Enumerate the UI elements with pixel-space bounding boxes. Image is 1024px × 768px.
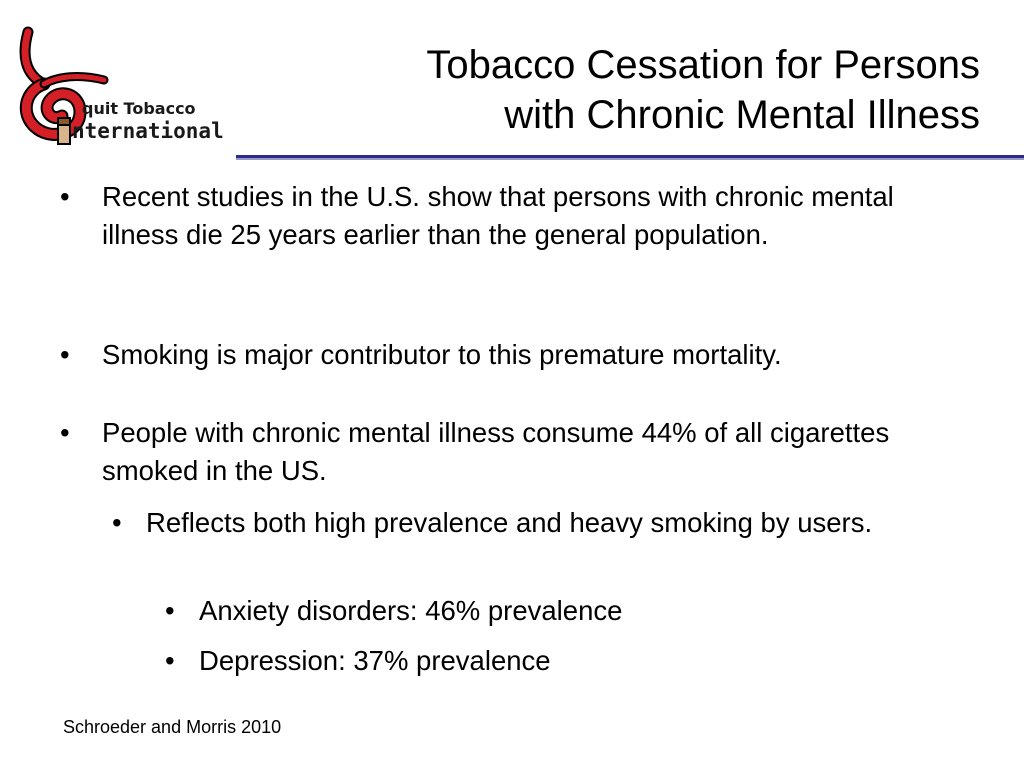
bullet-text: Depression: 37% prevalence [199, 645, 551, 676]
bullet-text: Anxiety disorders: 46% prevalence [199, 595, 623, 626]
bullet-text: People with chronic mental illness consu… [102, 417, 890, 486]
quit-tobacco-international-logo: quit Tobacco nternational [14, 26, 240, 154]
bullet-marker: • [165, 645, 175, 676]
slide-title: Tobacco Cessation for Persons with Chron… [426, 40, 980, 140]
bullet-marker: • [60, 339, 70, 370]
bullet-marker: • [165, 595, 175, 626]
title-line-2: with Chronic Mental Illness [504, 93, 980, 137]
bullet-item-2: • Smoking is major contributor to this p… [60, 336, 940, 374]
bullet-marker: • [60, 181, 70, 212]
bullet-text: Recent studies in the U.S. show that per… [102, 181, 894, 250]
citation: Schroeder and Morris 2010 [63, 717, 282, 737]
logo-text-line2: nternational [72, 119, 224, 143]
sub-sub-bullet-item-1: • Anxiety disorders: 46% prevalence [165, 592, 965, 630]
bullet-item-1: • Recent studies in the U.S. show that p… [60, 178, 940, 254]
logo-text-line1: quit Tobacco [82, 99, 196, 118]
bullet-text: Reflects both high prevalence and heavy … [146, 507, 873, 538]
bullet-marker: • [112, 507, 122, 538]
bullet-item-3: • People with chronic mental illness con… [60, 414, 940, 490]
title-rule-light [236, 158, 1024, 160]
title-line-1: Tobacco Cessation for Persons [426, 43, 980, 87]
title-rule-dark [236, 155, 1024, 158]
logo-graphic: quit Tobacco nternational [19, 26, 224, 145]
sub-bullet-item-1: • Reflects both high prevalence and heav… [112, 504, 972, 542]
sub-sub-bullet-item-2: • Depression: 37% prevalence [165, 642, 965, 680]
bullet-text: Smoking is major contributor to this pre… [102, 339, 782, 370]
bullet-marker: • [60, 417, 70, 448]
